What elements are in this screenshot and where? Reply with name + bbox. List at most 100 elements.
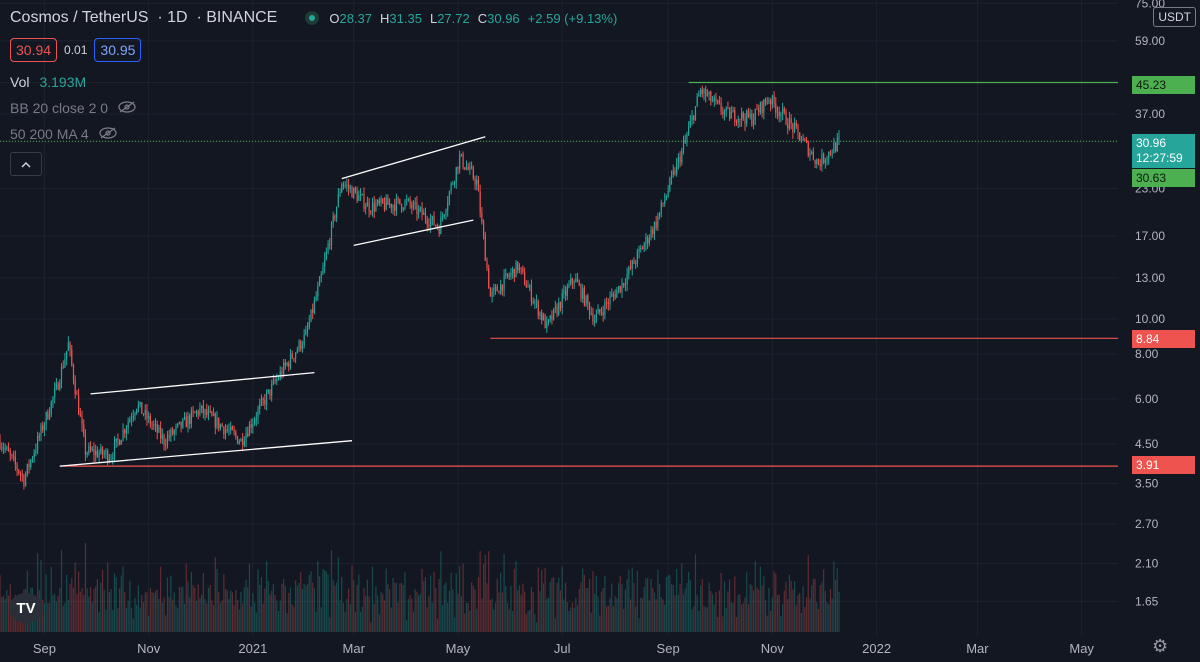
candle-body [546,321,548,329]
volume-bar [146,591,148,632]
volume-bar [561,566,563,632]
candle-body [89,446,92,451]
volume-bar [681,563,683,632]
volume-bar [271,590,273,632]
candle-body [568,284,570,288]
candle-body [397,198,399,200]
volume-bar [91,602,93,632]
volume-bar [592,571,594,632]
candle-body [137,404,140,410]
volume-bar [214,557,216,632]
volume-bar [491,598,493,632]
candle-body [35,449,37,453]
candle-body [361,194,363,196]
volume-bar [305,585,307,632]
price-tick-label: 6.00 [1135,392,1159,406]
volume-bar [141,594,143,632]
volume-bar [539,591,541,632]
volume-bar [819,585,821,632]
buy-button[interactable]: 30.95 [94,38,142,62]
candle-body [212,413,215,416]
candle-body [402,208,404,210]
volume-bar [614,596,616,632]
symbol-name[interactable]: Cosmos / TetherUS [10,9,149,26]
indicator-volume[interactable]: Vol 3.193M [10,74,86,90]
candle-body [484,235,486,261]
candle-body [599,309,601,313]
candle-body [520,267,522,269]
interval-label[interactable]: 1D [167,9,188,26]
candle-body [488,268,490,288]
eye-off-icon[interactable] [98,126,117,142]
volume-bar [771,597,773,632]
volume-bar [433,571,435,632]
volume-bar [650,578,652,632]
volume-bar [515,561,517,632]
candle-body [611,294,613,297]
candle-body [510,272,512,277]
candle-body [592,313,594,323]
candle-body [117,438,119,441]
candle-body [31,458,34,460]
candle-body [565,290,567,296]
candle-body [124,429,126,434]
candle-body [353,187,355,198]
sell-button[interactable]: 30.94 [10,38,58,62]
volume-bar [156,589,158,632]
volume-bar [356,584,358,632]
candle-body [288,362,290,367]
candle-body [590,313,592,315]
candle-body [532,301,534,303]
candle-body [380,198,382,203]
volume-bar [236,600,239,632]
volume-bar [482,563,485,632]
volume-bar [768,588,770,632]
candle-body [173,430,175,435]
candle-body [708,91,710,95]
candle-body [547,319,550,322]
candle-body [190,410,192,424]
volume-bar [512,611,514,632]
collapse-legend-button[interactable] [10,152,42,176]
candle-body [228,430,230,432]
gear-icon[interactable]: ⚙ [1152,636,1169,656]
candle-body [84,434,87,455]
volume-bar [303,583,305,632]
volume-bar [259,585,261,632]
candle-body [640,247,642,250]
volume-bar [447,602,449,632]
volume-bar [529,610,531,632]
currency-unit-button[interactable]: USDT [1153,7,1196,27]
tradingview-logo[interactable]: TV [9,593,43,623]
volume-bar [665,576,668,632]
volume-bar [300,572,302,632]
candle-body [262,399,264,401]
indicator-bollinger[interactable]: BB 20 close 2 0 [10,100,136,116]
candle-body [672,170,674,175]
candle-body [823,153,825,163]
volume-bar [272,583,275,632]
volume-bar [718,590,720,632]
candle-body [346,184,348,186]
candle-body [513,268,515,278]
candle-body [295,352,297,359]
volume-bar [204,598,206,632]
candle-body [189,415,191,424]
volume-bar [216,568,218,632]
candle-body [469,166,471,170]
candle-body [652,229,654,235]
candle-body [676,162,678,175]
candle-body [419,207,421,209]
volume-bar [573,607,575,632]
volume-bar [498,592,500,632]
candle-body [582,288,584,299]
volume-bar [89,587,92,632]
indicator-moving-average[interactable]: 50 200 MA 4 [10,126,117,142]
eye-off-icon[interactable] [118,100,136,116]
volume-bar [674,595,676,632]
volume-bar [428,595,430,632]
candle-body [626,274,628,285]
time-tick-label: May [1069,641,1094,656]
volume-bar [655,599,657,632]
